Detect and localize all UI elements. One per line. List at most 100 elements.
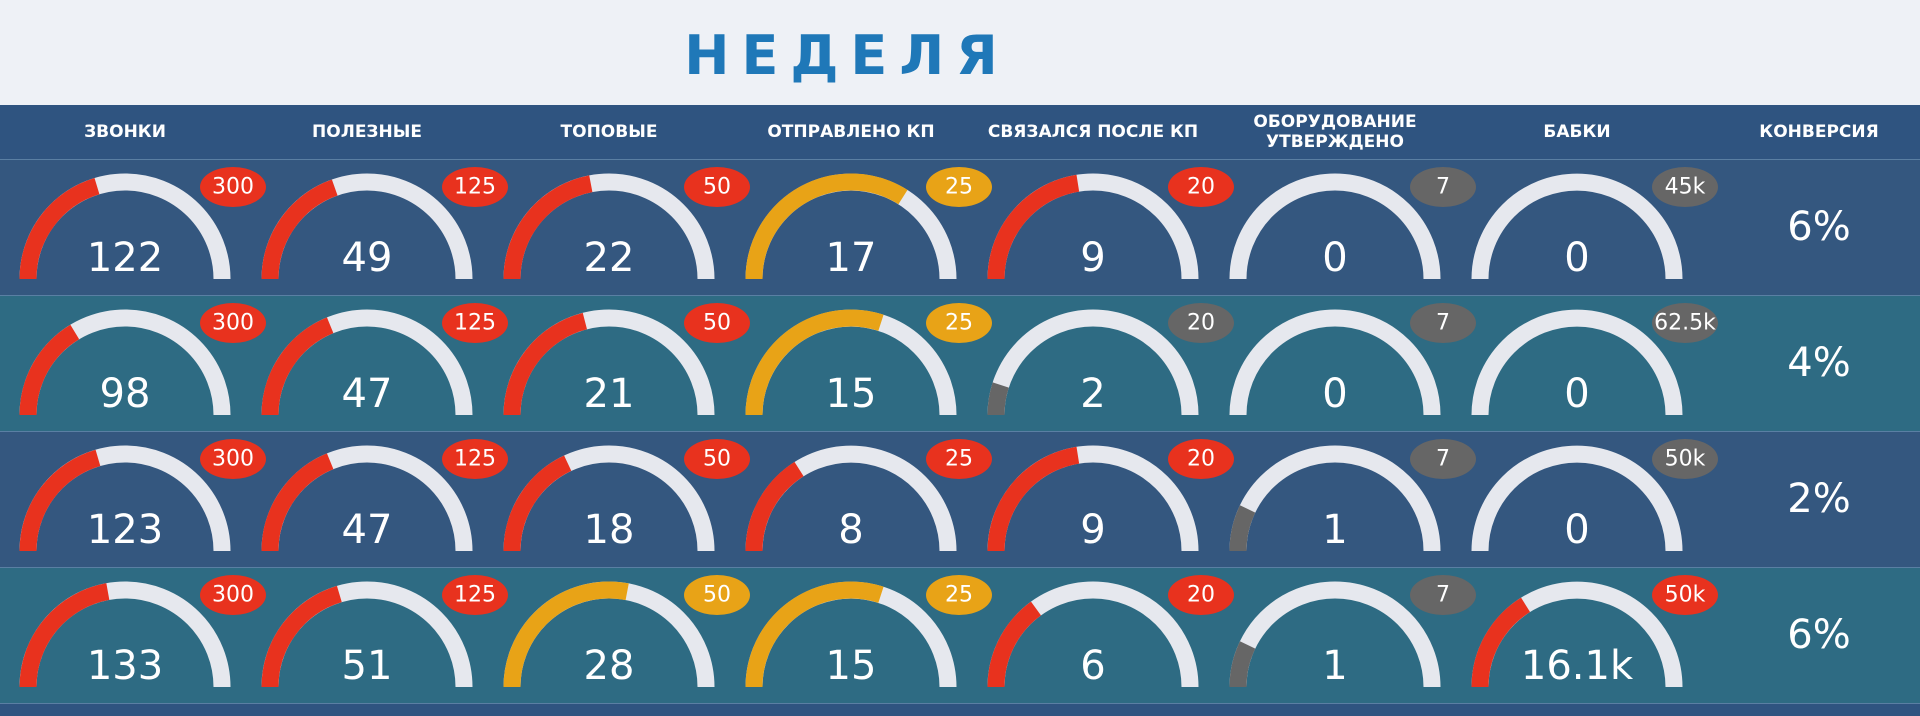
gauge-value: 6: [1080, 643, 1105, 689]
target-label: 25: [945, 311, 973, 336]
column-header: ЗВОНКИ: [84, 121, 166, 142]
gauge-value: 2: [1080, 371, 1105, 417]
gauge-grid: 122300491252250172592007045k6%9830047125…: [0, 159, 1920, 704]
target-label: 45k: [1665, 175, 1706, 200]
gauge-arc: [745, 581, 884, 688]
title: НЕДЕЛЯ: [684, 24, 1010, 87]
gauge-value: 9: [1080, 507, 1105, 553]
gauge-value: 8: [838, 507, 863, 553]
target-label: 20: [1187, 447, 1215, 472]
target-badge: [1410, 303, 1476, 343]
target-badge: [684, 575, 750, 615]
column-header: ТОПОВЫЕ: [560, 121, 658, 142]
gauge-value: 17: [826, 235, 877, 281]
target-badge: [1652, 303, 1718, 343]
conversion: 2%: [1787, 476, 1850, 522]
target-label: 50: [703, 583, 731, 608]
gauge-track: [1471, 309, 1683, 416]
target-badge: [442, 303, 508, 343]
target-badge: [442, 167, 508, 207]
gauge-track: [1229, 581, 1441, 688]
gauge-value: 47: [342, 371, 393, 417]
gauge-value: 21: [584, 371, 635, 417]
gauge-value: 22: [584, 235, 635, 281]
target-label: 62.5k: [1654, 311, 1716, 336]
gauge-arc: [503, 175, 593, 280]
target-badge: [926, 575, 992, 615]
target-label: 50: [703, 175, 731, 200]
gauge-arc: [503, 455, 572, 552]
target-badge: [1652, 439, 1718, 479]
gauge-value: 98: [100, 371, 151, 417]
gauge-arc: [19, 583, 110, 688]
target-badge: [1652, 167, 1718, 207]
column-header: БАБКИ: [1543, 121, 1611, 142]
gauge-arc: [261, 585, 342, 688]
target-label: 25: [945, 583, 973, 608]
target-badge: [1168, 167, 1234, 207]
target-badge: [200, 303, 266, 343]
target-badge: [200, 575, 266, 615]
target-badge: [1410, 167, 1476, 207]
gauge-arc: [745, 173, 908, 280]
gauge-value: 0: [1322, 371, 1347, 417]
column-header: ПОЛЕЗНЫЕ: [312, 121, 422, 142]
target-badge: [442, 575, 508, 615]
gauge-track: [1229, 173, 1441, 280]
gauge-value: 0: [1322, 235, 1347, 281]
gauge-value: 0: [1564, 235, 1589, 281]
target-badge: [1410, 439, 1476, 479]
gauge-value: 49: [342, 235, 393, 281]
gauge-value: 133: [87, 643, 163, 689]
gauge-value: 1: [1322, 507, 1347, 553]
gauge-value: 123: [87, 507, 163, 553]
gauge-value: 28: [584, 643, 635, 689]
target-badge: [442, 439, 508, 479]
target-badge: [684, 439, 750, 479]
conversion: 6%: [1787, 612, 1850, 658]
target-badge: [200, 167, 266, 207]
gauge-track: [987, 309, 1199, 416]
gauge-arc: [1471, 597, 1531, 688]
column-header: ОТПРАВЛЕНО КП: [767, 121, 935, 142]
gauge-arc: [261, 179, 338, 280]
target-badge: [1410, 575, 1476, 615]
gauge-arc: [503, 312, 588, 416]
column-header: СВЯЗАЛСЯ ПОСЛЕ КП: [987, 121, 1199, 142]
target-label: 300: [212, 311, 254, 336]
target-label: 50k: [1665, 583, 1706, 608]
gauge-value: 15: [826, 643, 877, 689]
conversion: 6%: [1787, 204, 1850, 250]
target-badge: [684, 303, 750, 343]
gauge-arc: [987, 174, 1080, 280]
target-label: 300: [212, 175, 254, 200]
target-label: 7: [1436, 447, 1450, 472]
gauge-arc: [987, 446, 1080, 552]
target-label: 50k: [1665, 447, 1706, 472]
target-label: 300: [212, 583, 254, 608]
target-label: 300: [212, 447, 254, 472]
gauge-value: 9: [1080, 235, 1105, 281]
gauge-value: 0: [1564, 371, 1589, 417]
target-badge: [926, 303, 992, 343]
gauge-arc: [19, 324, 80, 416]
target-label: 25: [945, 175, 973, 200]
column-header: ОБОРУДОВАНИЕ УТВЕРЖДЕНО: [1253, 111, 1417, 152]
gauge-value: 122: [87, 235, 163, 281]
target-label: 125: [454, 583, 496, 608]
target-badge: [1168, 575, 1234, 615]
column-header: КОНВЕРСИЯ: [1759, 121, 1879, 142]
gauge-track: [1471, 173, 1683, 280]
gauge-value: 16.1k: [1521, 643, 1634, 689]
gauge-track: [1229, 445, 1441, 552]
target-label: 7: [1436, 175, 1450, 200]
gauge-arc: [503, 581, 629, 688]
gauge-track: [1229, 309, 1441, 416]
gauge-value: 15: [826, 371, 877, 417]
title-bar: НЕДЕЛЯ: [0, 0, 1920, 105]
target-badge: [1168, 303, 1234, 343]
target-badge: [926, 167, 992, 207]
target-badge: [684, 167, 750, 207]
target-label: 7: [1436, 311, 1450, 336]
